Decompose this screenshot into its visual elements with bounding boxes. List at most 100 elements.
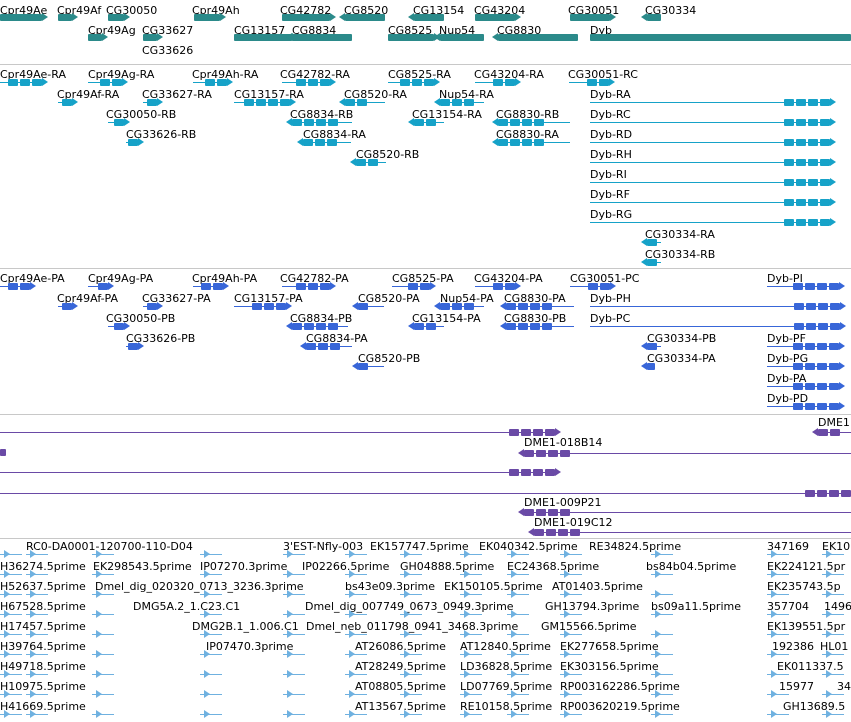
feature-label[interactable]: CG33626-RB xyxy=(126,128,197,141)
feature-label[interactable]: CG8830-RB xyxy=(496,108,560,121)
feature-label[interactable]: EK224121.5pr xyxy=(767,560,846,573)
feature-label[interactable]: CG30051-RC xyxy=(568,68,638,81)
feature-label[interactable]: CG8525-PA xyxy=(392,272,454,285)
feature-label[interactable]: CG8525-RA xyxy=(388,68,451,81)
feature-label[interactable]: RE10158.5prime xyxy=(460,700,553,713)
feature-label[interactable]: CG13154-PA xyxy=(412,312,481,325)
feature-label[interactable]: EK10 xyxy=(822,540,851,553)
feature-label[interactable]: EC24368.5prime xyxy=(507,560,600,573)
feature-label[interactable]: 15977 xyxy=(779,680,814,693)
feature-label[interactable]: bs84b04.5prime xyxy=(646,560,737,573)
feature-label[interactable]: Dyb-PF xyxy=(767,332,806,345)
feature-label[interactable]: EK011337.5 xyxy=(777,660,844,673)
feature-label[interactable]: Cpr49Af xyxy=(57,4,102,17)
feature-label[interactable]: DMG2B.1_1.006.C1 xyxy=(192,620,299,633)
feature-label[interactable]: GM15566.5prime xyxy=(541,620,637,633)
feature-label[interactable]: H67528.5prime xyxy=(0,600,86,613)
feature-label[interactable]: CG8520-RB xyxy=(356,148,420,161)
feature-label[interactable]: Cpr49Af-RA xyxy=(57,88,120,101)
feature-label[interactable]: CG30334-RB xyxy=(645,248,716,261)
feature-label[interactable]: Dyb-RI xyxy=(590,168,627,181)
feature-label[interactable]: H10975.5prime xyxy=(0,680,86,693)
feature-label[interactable]: CG8520-RA xyxy=(344,88,407,101)
feature-label[interactable]: 3'EST-Nfly-003 xyxy=(283,540,364,553)
feature-label[interactable]: IP07270.3prime xyxy=(200,560,288,573)
feature-label[interactable]: CG8520 xyxy=(344,4,389,17)
feature-label[interactable]: Cpr49Ah xyxy=(192,4,240,17)
feature-label[interactable]: Dyb-RG xyxy=(590,208,633,221)
feature-label[interactable]: Cpr49Ag xyxy=(88,24,136,37)
feature-label[interactable]: CG42782 xyxy=(280,4,332,17)
feature-label[interactable]: CG30050 xyxy=(106,4,158,17)
feature-label[interactable]: Dyb-PG xyxy=(767,352,809,365)
feature-label[interactable]: Dmel_dig_007749_0673_0949.3prime xyxy=(305,600,514,613)
feature-label[interactable]: CG8834-RA xyxy=(303,128,366,141)
feature-label[interactable]: CG8834-PA xyxy=(306,332,368,345)
feature-label[interactable]: CG33626 xyxy=(142,44,194,57)
feature-label[interactable]: Nup54-PA xyxy=(440,292,494,305)
feature-label[interactable]: CG30334-PA xyxy=(647,352,716,365)
feature-label[interactable]: EK303156.5prime xyxy=(560,660,659,673)
feature-label[interactable]: CG43204-PA xyxy=(474,272,543,285)
feature-label[interactable]: CG8830-RA xyxy=(496,128,559,141)
feature-label[interactable]: CG30050-RB xyxy=(106,108,177,121)
feature-label[interactable]: Dyb-PA xyxy=(767,372,807,385)
feature-label[interactable]: Nup54 xyxy=(439,24,476,37)
feature-label[interactable]: RP003620219.5prime xyxy=(560,700,680,713)
feature-label[interactable]: EK235743.5p xyxy=(767,580,841,593)
feature-label[interactable]: RP003162286.5prime xyxy=(560,680,680,693)
feature-label[interactable]: DME1-009P21 xyxy=(524,496,602,509)
feature-label[interactable]: H41669.5prime xyxy=(0,700,86,713)
feature-label[interactable]: H49718.5prime xyxy=(0,660,86,673)
feature-label[interactable]: Cpr49Ae-RA xyxy=(0,68,66,81)
feature-label[interactable]: CG8830-PB xyxy=(504,312,567,325)
feature-label[interactable]: CG8520-PB xyxy=(358,352,421,365)
feature-label[interactable]: HL01 xyxy=(820,640,849,653)
feature-label[interactable]: CG33626-PB xyxy=(126,332,196,345)
feature-label[interactable]: Dyb-RD xyxy=(590,128,633,141)
feature-label[interactable]: Dyb-PD xyxy=(767,392,809,405)
feature-label[interactable]: AT13567.5prime xyxy=(355,700,446,713)
feature-label[interactable]: Cpr49Af-PA xyxy=(57,292,119,305)
feature-label[interactable]: CG33627-RA xyxy=(142,88,212,101)
feature-label[interactable]: CG30334 xyxy=(645,4,697,17)
feature-label[interactable]: AT12840.5prime xyxy=(460,640,551,653)
feature-label[interactable]: RE34824.5prime xyxy=(589,540,682,553)
feature-label[interactable]: EK150105.5prime xyxy=(444,580,543,593)
feature-label[interactable]: Dmel_dig_020320_0713_3236.3prime xyxy=(95,580,304,593)
feature-label[interactable]: EK298543.5prime xyxy=(93,560,192,573)
feature-label[interactable]: Dyb xyxy=(590,24,612,37)
feature-label[interactable]: bs09a11.5prime xyxy=(651,600,741,613)
feature-label[interactable]: LD36828.5prime xyxy=(460,660,553,673)
feature-label[interactable]: 192386 xyxy=(772,640,814,653)
feature-label[interactable]: CG33627-PA xyxy=(142,292,211,305)
feature-label[interactable]: EK157747.5prime xyxy=(370,540,469,553)
feature-label[interactable]: AT01403.5prime xyxy=(552,580,643,593)
feature-label[interactable]: Dyb-PI xyxy=(767,272,803,285)
feature-label[interactable]: GH13689.5 xyxy=(783,700,846,713)
feature-label[interactable]: CG8834 xyxy=(292,24,337,37)
feature-label[interactable]: IP07470.3prime xyxy=(206,640,294,653)
feature-label[interactable]: EK139551.5pr xyxy=(767,620,846,633)
feature-label[interactable]: DME1 xyxy=(818,416,850,429)
feature-label[interactable]: CG30051 xyxy=(568,4,620,17)
feature-label[interactable]: Cpr49Ah-PA xyxy=(192,272,258,285)
feature-label[interactable]: Dmel_neb_011798_0941_3468.3prime xyxy=(306,620,519,633)
feature-label[interactable]: CG8834-RB xyxy=(290,108,354,121)
feature-label[interactable]: CG8520-PA xyxy=(358,292,420,305)
feature-label[interactable]: DME1-019C12 xyxy=(534,516,613,529)
feature-label[interactable]: GH13794.3prime xyxy=(545,600,640,613)
feature-label[interactable]: 357704 xyxy=(767,600,809,613)
feature-label[interactable]: Dyb-RA xyxy=(590,88,631,101)
feature-label[interactable]: H52637.5prime xyxy=(0,580,86,593)
feature-label[interactable]: EK040342.5prime xyxy=(479,540,578,553)
feature-label[interactable]: CG13154 xyxy=(413,4,465,17)
feature-label[interactable]: CG30050-PB xyxy=(106,312,176,325)
feature-label[interactable]: CG42782-PA xyxy=(280,272,349,285)
feature-label[interactable]: H17457.5prime xyxy=(0,620,86,633)
feature-label[interactable]: CG8830 xyxy=(497,24,542,37)
feature-label[interactable]: Cpr49Ae xyxy=(0,4,48,17)
feature-label[interactable]: Cpr49Ae-PA xyxy=(0,272,65,285)
feature-label[interactable]: CG30051-PC xyxy=(570,272,640,285)
feature-label[interactable]: Cpr49Ag-PA xyxy=(88,272,154,285)
